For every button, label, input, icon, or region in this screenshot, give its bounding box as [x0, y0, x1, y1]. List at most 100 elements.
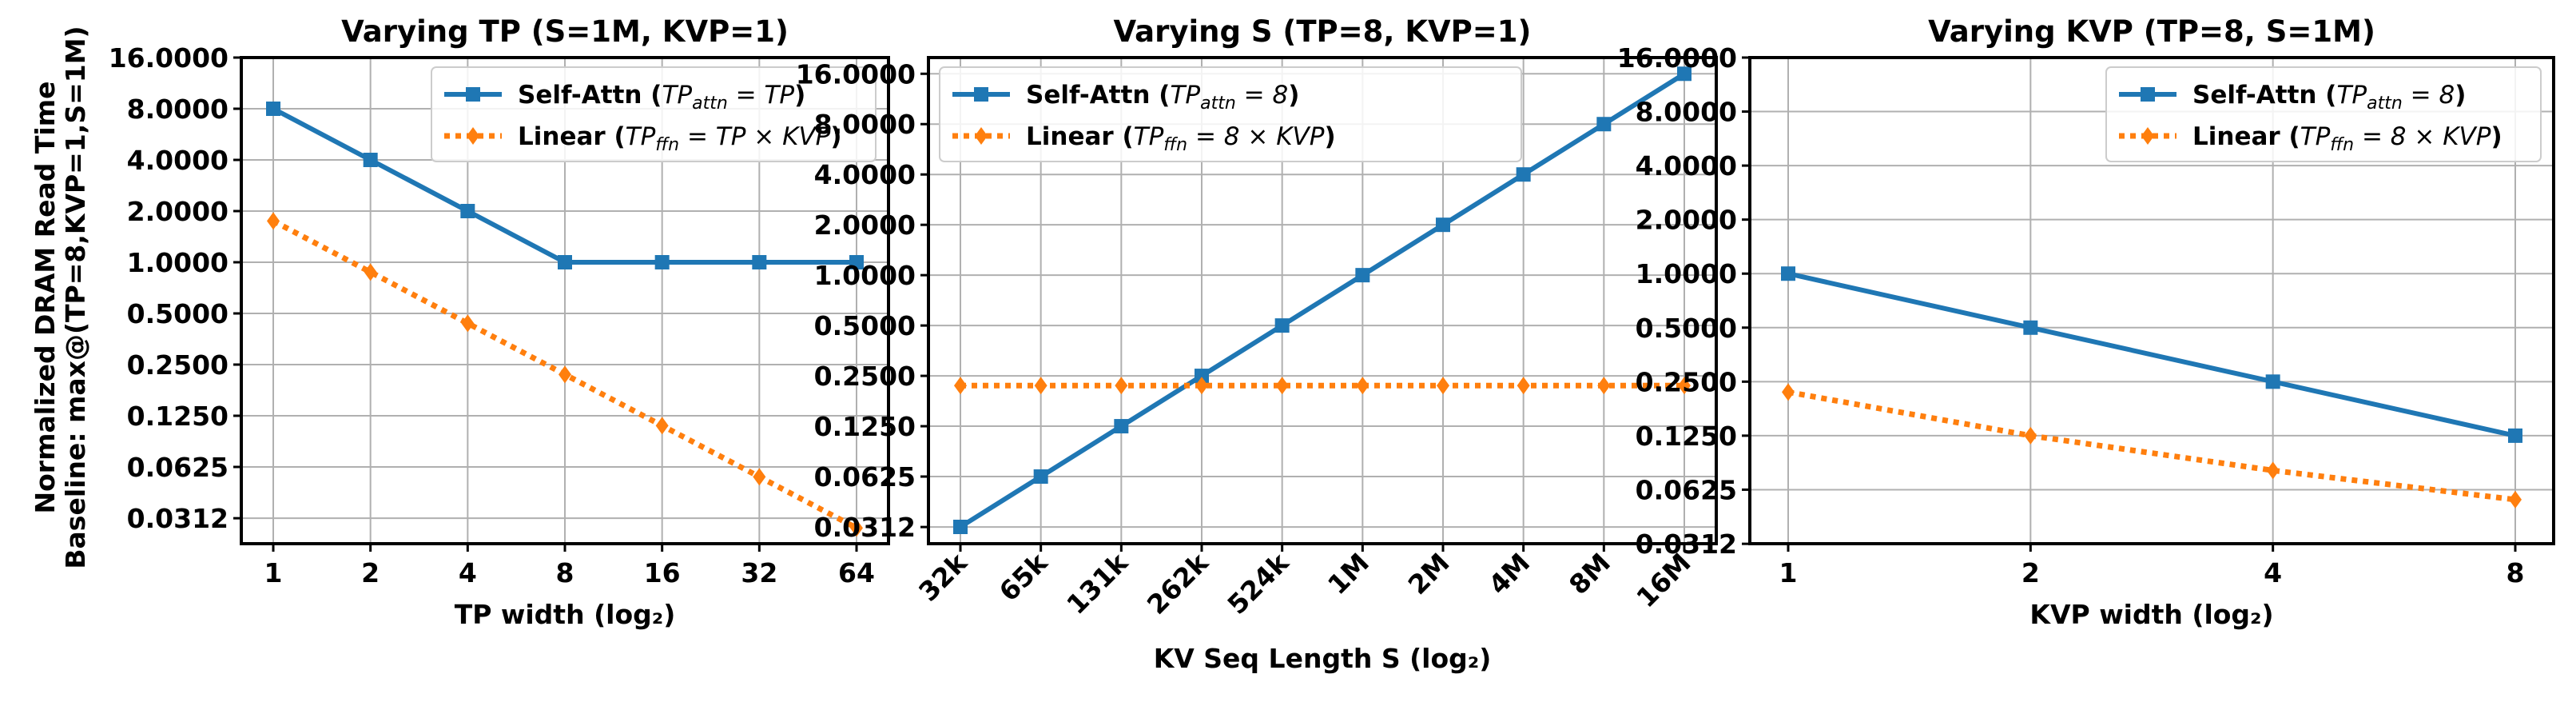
y-tick-label-9: 8.0000 — [814, 109, 916, 140]
y-tick-label-2: 0.0625 — [1636, 474, 1737, 505]
y-tick-label-1: 0.0312 — [814, 512, 916, 543]
data-point-s2-10 — [1678, 377, 1691, 395]
y-tick-label-1: 0.0312 — [1636, 529, 1737, 560]
x-tick-label-3: 4 — [2264, 557, 2282, 588]
data-point-s1-3 — [1114, 419, 1129, 434]
data-point-s2-6 — [753, 468, 766, 486]
data-point-s2-4 — [2509, 490, 2522, 509]
legend-label-1: Self-Attn (TPattn = TP) — [518, 81, 805, 114]
legend-label-2: Linear (TPffn = 8 × KVP) — [2192, 122, 2502, 155]
legend-marker-2 — [2141, 127, 2154, 145]
legend-marker-1 — [466, 87, 480, 102]
y-tick-label-9: 8.0000 — [127, 94, 229, 125]
y-tick-label-8: 4.0000 — [814, 159, 916, 190]
y-tick-label-7: 2.0000 — [814, 209, 916, 241]
data-point-s1-5 — [1274, 318, 1290, 333]
y-tick-label-6: 1.0000 — [127, 247, 229, 278]
data-point-s2-1 — [267, 212, 280, 230]
data-point-s1-7 — [849, 255, 864, 270]
data-point-s1-6 — [752, 255, 767, 270]
data-point-s2-2 — [364, 263, 377, 281]
x-tick-label-3: 131k — [1060, 546, 1135, 620]
y-tick-label-8: 4.0000 — [1636, 150, 1737, 181]
data-point-s2-3 — [461, 314, 475, 333]
legend-label-1: Self-Attn (TPattn = 8) — [2192, 81, 2466, 114]
legend-box — [2105, 66, 2542, 162]
x-tick-label-7: 64 — [838, 557, 875, 588]
x-tick-label-4: 8 — [2506, 557, 2525, 588]
chart-title: Varying S (TP=8, KVP=1) — [1114, 14, 1532, 49]
legend: Self-Attn (TPattn = TP) Linear (TPffn = T… — [431, 66, 877, 162]
y-tick-label-4: 0.2500 — [814, 361, 916, 392]
data-point-s2-5 — [655, 417, 669, 435]
y-tick-label-10: 16.0000 — [1617, 42, 1737, 74]
data-point-s2-3 — [2266, 461, 2280, 480]
y-tick-label-7: 2.0000 — [1636, 205, 1737, 236]
data-point-s1-9 — [1596, 117, 1612, 132]
data-point-s1-3 — [2265, 374, 2280, 389]
x-tick-label-2: 2 — [361, 557, 380, 588]
y-tick-label-2: 0.0625 — [814, 461, 916, 493]
y-tick-label-9: 8.0000 — [1636, 97, 1737, 128]
data-point-s2-8 — [1517, 377, 1530, 395]
chart-panel-2: 0.0312 0.0625 0.1250 0.2500 0.5000 1.0000 2.00… — [796, 14, 1718, 674]
axes-frame — [1748, 56, 2555, 545]
y-tick-label-5: 0.5000 — [814, 310, 916, 341]
y-tick-label-3: 0.1250 — [814, 411, 916, 442]
chart-panel-3: 0.0312 0.0625 0.1250 0.2500 0.5000 1.0000 2.00… — [1617, 14, 2555, 630]
chart-title: Varying TP (S=1M, KVP=1) — [341, 14, 789, 49]
data-point-s1-6 — [1355, 268, 1370, 283]
series-line-1 — [1787, 271, 2516, 438]
data-point-s1-4 — [1195, 369, 1209, 384]
legend: Self-Attn (TPattn = 8) Linear (TPffn = 8 … — [2105, 66, 2542, 162]
y-tick-label-5: 0.5000 — [1636, 313, 1737, 344]
y-tick-label-6: 1.0000 — [1636, 258, 1737, 289]
data-point-s2-1 — [954, 377, 967, 395]
data-point-s2-5 — [1275, 377, 1289, 395]
y-tick-label-10: 16.0000 — [796, 58, 916, 90]
data-point-s1-1 — [1781, 266, 1795, 281]
legend-marker-1 — [2141, 87, 2155, 102]
x-tick-label-6: 32 — [741, 557, 777, 588]
x-axis-label: KVP width (log₂) — [2029, 599, 2273, 630]
data-point-s1-7 — [1436, 217, 1450, 233]
legend-label-2: Linear (TPffn = 8 × KVP) — [1026, 122, 1336, 155]
y-tick-label-4: 0.2500 — [127, 349, 229, 381]
x-axis-label: KV Seq Length S (log₂) — [1154, 643, 1492, 674]
x-tick-label-5: 524k — [1222, 546, 1296, 620]
x-tick-label-1: 32k — [912, 546, 973, 607]
legend-marker-2 — [975, 127, 988, 145]
data-point-s1-10 — [1677, 66, 1691, 82]
x-tick-label-8: 4M — [1482, 547, 1536, 600]
y-tick-label-2: 0.0625 — [127, 452, 229, 483]
data-point-s2-1 — [1782, 383, 1795, 401]
x-tick-label-4: 262k — [1141, 546, 1215, 620]
x-axis-label: TP width (log₂) — [455, 599, 676, 630]
data-point-s2-4 — [1195, 377, 1208, 395]
legend-box — [431, 66, 877, 162]
y-tick-label-10: 16.0000 — [109, 42, 229, 74]
y-tick-label-5: 0.5000 — [127, 298, 229, 329]
x-tick-label-3: 4 — [459, 557, 477, 588]
y-axis-label-line1: Normalized DRAM Read Time — [30, 82, 61, 514]
data-point-s1-1 — [266, 102, 280, 117]
data-point-s2-6 — [1356, 377, 1369, 395]
legend-label-2: Linear (TPffn = TP × KVP) — [518, 122, 842, 155]
x-tick-label-1: 1 — [264, 557, 283, 588]
y-tick-label-6: 1.0000 — [814, 260, 916, 291]
x-tick-label-2: 65k — [993, 546, 1054, 607]
chart-panel-1: 0.0312 0.0625 0.1250 0.2500 0.5000 1.0000 2.00… — [109, 14, 890, 630]
x-tick-label-5: 16 — [644, 557, 681, 588]
data-point-s2-3 — [1115, 377, 1128, 395]
y-tick-label-1: 0.0312 — [127, 503, 229, 534]
y-tick-label-7: 2.0000 — [127, 196, 229, 227]
x-tick-label-6: 1M — [1322, 547, 1375, 600]
series-line-1 — [959, 71, 1686, 529]
data-point-s1-2 — [1033, 469, 1048, 485]
series-line-2 — [1787, 389, 2516, 503]
data-point-s1-2 — [363, 153, 378, 168]
x-tick-label-4: 8 — [556, 557, 574, 588]
data-point-s1-2 — [2023, 320, 2038, 335]
y-axis-label-line2: Baseline: max@(TP=8,KVP=1,S=1M) — [60, 26, 91, 568]
